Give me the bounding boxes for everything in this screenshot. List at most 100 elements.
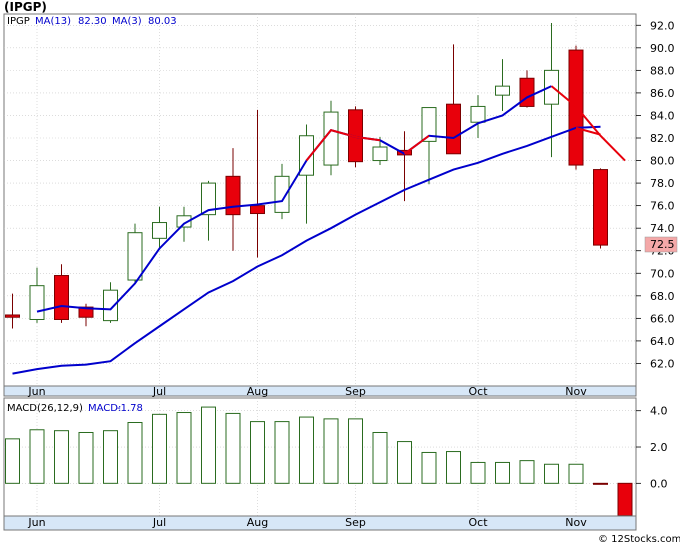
macd-bar — [103, 430, 118, 484]
macd-legend-label: MACD(26,12,9) — [7, 403, 83, 414]
candle — [152, 206, 167, 250]
watermark: © 12Stocks.com — [598, 534, 680, 545]
candle-body-down — [446, 103, 461, 155]
macd-bar — [29, 429, 45, 484]
macd-bars — [5, 406, 633, 517]
macd-bar — [176, 412, 192, 484]
macd-bar — [495, 461, 510, 484]
candle-body-up — [470, 105, 486, 123]
macd-bar — [568, 463, 584, 484]
price-legend-symbol: IPGP — [7, 16, 30, 27]
candle — [421, 107, 437, 185]
macd-bar — [372, 431, 388, 484]
macd-legend-value-label: MACD: — [88, 403, 121, 414]
candles — [5, 23, 608, 329]
candle — [470, 95, 486, 138]
price-y-tick-label: 64.0 — [650, 335, 675, 348]
candle — [323, 100, 339, 176]
price-legend-ma13-label: MA(13) — [35, 16, 71, 27]
candle — [5, 293, 20, 329]
ma3-line — [36, 85, 552, 313]
x-axis-label: Aug — [247, 385, 268, 398]
macd-bar — [519, 460, 535, 484]
price-y-tick-label: 74.0 — [650, 222, 675, 235]
price-y-axis: 62.064.066.068.070.072.074.076.078.080.0… — [636, 19, 675, 370]
macd-y-tick-label: 0.0 — [650, 477, 668, 490]
price-y-tick-label: 82.0 — [650, 132, 675, 145]
ma13-line — [12, 125, 601, 375]
macd-legend-value: -1.78 — [117, 403, 143, 414]
candle-body-down — [78, 306, 94, 318]
price-y-tick-label: 78.0 — [650, 177, 675, 190]
candle — [593, 168, 608, 249]
x-axis-label: Jun — [27, 385, 45, 398]
last-price-marker: 72.5 — [644, 236, 678, 253]
x-axis-label: Sep — [345, 516, 366, 529]
candle-body-down — [225, 175, 241, 216]
candle-body-up — [274, 175, 290, 213]
chart-title: (IPGP) — [4, 0, 47, 14]
candle — [201, 180, 216, 241]
macd-bar — [225, 412, 241, 484]
x-axis-label: Jul — [152, 516, 166, 529]
candle-body-up — [103, 289, 118, 322]
candle-body-up — [29, 285, 45, 320]
macd-bar — [397, 441, 412, 484]
macd-bar — [299, 416, 314, 484]
candle — [274, 163, 290, 220]
x-axis-labels-macd: Jun Jul Aug Sep Oct Nov — [27, 516, 587, 529]
price-y-tick-label: 84.0 — [650, 109, 675, 122]
candle — [250, 109, 265, 258]
candle — [103, 282, 118, 323]
macd-y-tick-label: 4.0 — [650, 405, 668, 418]
candle-body-up — [152, 222, 167, 239]
macd-bar — [544, 463, 559, 484]
price-y-tick-label: 80.0 — [650, 155, 675, 168]
price-legend-ma13-value: 82.30 — [78, 16, 107, 27]
x-axis-label: Sep — [345, 385, 366, 398]
price-y-tick-label: 88.0 — [650, 64, 675, 77]
candle-body-down — [250, 205, 265, 215]
candle-body-up — [495, 85, 510, 96]
macd-x-axis-band — [3, 515, 637, 531]
macd-bar — [78, 431, 94, 484]
macd-bar — [421, 451, 437, 484]
candle — [127, 223, 143, 285]
x-axis-label: Jul — [152, 385, 166, 398]
price-legend-ma3-value: 80.03 — [148, 16, 177, 27]
macd-bar — [201, 406, 216, 484]
price-y-tick-label: 68.0 — [650, 290, 675, 303]
x-axis-labels-price: Jun Jul Aug Sep Oct Nov — [27, 385, 587, 398]
ma13-line-recent — [575, 126, 601, 136]
candle-body-up — [201, 182, 216, 216]
price-y-tick-label: 86.0 — [650, 87, 675, 100]
candle-body-down — [5, 314, 20, 318]
last-price-label: 72.5 — [650, 238, 675, 251]
macd-panel — [3, 397, 637, 517]
candle-body-up — [176, 215, 192, 228]
price-grid — [4, 14, 636, 386]
price-legend-ma3-label: MA(3) — [112, 16, 142, 27]
price-y-tick-label: 90.0 — [650, 42, 675, 55]
price-y-tick-label: 62.0 — [650, 357, 675, 370]
macd-bar — [470, 461, 486, 484]
candle — [372, 136, 388, 166]
candle-body-up — [372, 146, 388, 162]
macd-bar — [152, 413, 167, 484]
macd-y-axis: 4.0 2.0 0.0 — [636, 405, 668, 490]
price-panel — [3, 13, 637, 387]
candle — [225, 148, 241, 251]
macd-bar — [274, 421, 290, 484]
candle-body-down — [593, 169, 608, 246]
macd-y-tick-label: 2.0 — [650, 441, 668, 454]
ma3-line-recent — [550, 85, 626, 162]
last-price-box — [644, 236, 678, 253]
x-axis-band — [3, 385, 637, 397]
x-axis-label: Nov — [565, 385, 587, 398]
candle-body-up — [421, 107, 437, 142]
ma3-line-recent — [305, 128, 381, 162]
candle-body-down — [54, 275, 69, 320]
price-y-tick-label: 76.0 — [650, 200, 675, 213]
macd-bar — [323, 418, 339, 484]
